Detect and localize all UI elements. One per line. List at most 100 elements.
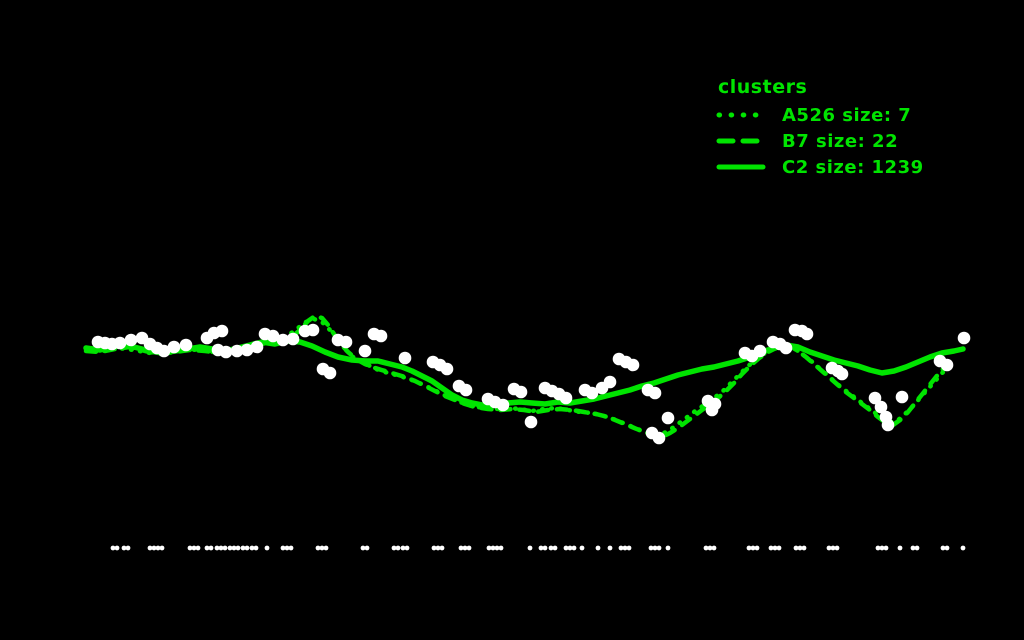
rug-tick — [280, 545, 286, 551]
data-point — [157, 344, 171, 358]
rug-tick — [776, 545, 782, 551]
rug-tick — [121, 545, 127, 551]
rug-tick — [826, 545, 832, 551]
legend-entry-b7: B7 size: 22 — [716, 128, 924, 154]
data-point — [276, 333, 290, 347]
data-point — [323, 366, 337, 380]
rug-tick — [462, 545, 468, 551]
legend-entry-c2: C2 size: 1239 — [716, 154, 924, 180]
rug-tick — [897, 545, 903, 551]
data-point — [881, 418, 895, 432]
rug-tick — [195, 545, 201, 551]
rug-tick — [703, 545, 709, 551]
rug-tick — [490, 545, 496, 551]
data-point — [179, 338, 193, 352]
rug-tick — [431, 545, 437, 551]
data-point — [559, 391, 573, 405]
rug-tick — [665, 545, 671, 551]
rug-tick — [214, 545, 220, 551]
rug-tick — [435, 545, 441, 551]
data-point — [440, 362, 454, 376]
rug-tick — [323, 545, 329, 551]
rug-tick — [222, 545, 228, 551]
rug-tick — [793, 545, 799, 551]
rug-tick — [486, 545, 492, 551]
rug-tick — [253, 545, 259, 551]
rug-tick — [607, 545, 613, 551]
data-point — [339, 335, 353, 349]
data-point — [779, 341, 793, 355]
rug-tick — [151, 545, 157, 551]
rug-tick — [208, 545, 214, 551]
data-point — [266, 329, 280, 343]
data-point — [957, 331, 971, 345]
rug-tick — [439, 545, 445, 551]
data-point — [524, 415, 538, 429]
data-point — [240, 343, 254, 357]
rug-tick — [400, 545, 406, 551]
rug-tick — [579, 545, 585, 551]
legend-label-a526: A526 size: 7 — [782, 104, 912, 126]
data-point — [215, 324, 229, 338]
rug-tick — [914, 545, 920, 551]
data-point — [514, 385, 528, 399]
rug-tick — [466, 545, 472, 551]
data-point — [753, 344, 767, 358]
rug-tick — [187, 545, 193, 551]
series-line-b7 — [83, 313, 951, 440]
rug-tick — [240, 545, 246, 551]
data-point — [219, 345, 233, 359]
rug-tick — [494, 545, 500, 551]
rug-tick — [147, 545, 153, 551]
data-point — [705, 403, 719, 417]
rug-tick — [750, 545, 756, 551]
data-point — [661, 411, 675, 425]
rug-tick — [656, 545, 662, 551]
rug-tick — [622, 545, 628, 551]
rug-tick — [618, 545, 624, 551]
rug-tick — [404, 545, 410, 551]
rug-tick — [960, 545, 966, 551]
rug-tick — [538, 545, 544, 551]
data-point — [835, 367, 849, 381]
legend-entry-a526: A526 size: 7 — [716, 102, 924, 128]
data-point — [230, 344, 244, 358]
rug-tick — [548, 545, 554, 551]
dotted-line-key-icon — [716, 112, 766, 118]
rug-tick — [244, 545, 250, 551]
data-point — [940, 358, 954, 372]
rug-tick — [264, 545, 270, 551]
rug-tick — [834, 545, 840, 551]
rug-tick — [235, 545, 241, 551]
data-point — [374, 329, 388, 343]
rug-tick — [527, 545, 533, 551]
rug-tick — [227, 545, 233, 551]
rug-tick — [360, 545, 366, 551]
rug-tick — [542, 545, 548, 551]
rug-tick — [249, 545, 255, 551]
rug-tick — [626, 545, 632, 551]
solid-line-key-icon — [716, 164, 766, 170]
data-point — [167, 340, 181, 354]
data-point — [648, 386, 662, 400]
data-point — [124, 333, 138, 347]
data-point — [459, 383, 473, 397]
rug-tick — [395, 545, 401, 551]
rug-tick — [315, 545, 321, 551]
rug-tick — [284, 545, 290, 551]
data-point — [250, 340, 264, 354]
data-point — [398, 351, 412, 365]
rug-tick — [648, 545, 654, 551]
rug-tick — [567, 545, 573, 551]
rug-tick — [875, 545, 881, 551]
rug-tick — [746, 545, 752, 551]
rug-tick — [772, 545, 778, 551]
rug-tick — [830, 545, 836, 551]
dashed-line-key-icon — [716, 138, 766, 144]
data-point — [626, 358, 640, 372]
data-point — [800, 327, 814, 341]
rug-tick — [364, 545, 370, 551]
rug-tick — [159, 545, 165, 551]
data-point — [358, 344, 372, 358]
rug-tick — [114, 545, 120, 551]
